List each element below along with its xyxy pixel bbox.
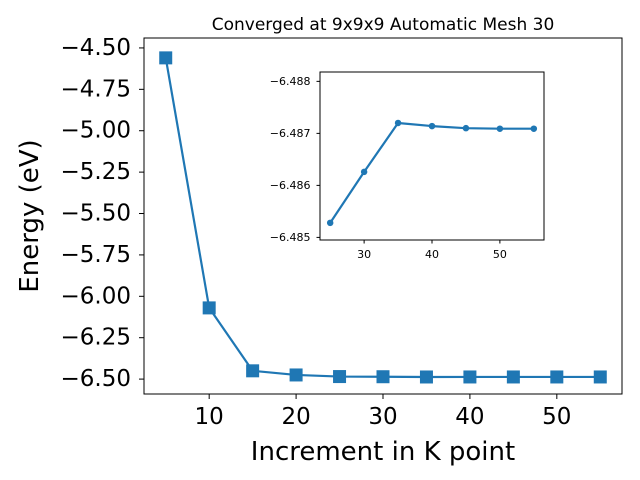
inset-x-tick-label: 40 <box>425 248 439 261</box>
main-y-tick-label: −4.50 <box>61 35 131 61</box>
inset-data-point <box>394 119 402 127</box>
main-data-point <box>550 370 564 384</box>
main-y-tick-label: −6.00 <box>61 283 131 309</box>
inset-data-point <box>326 219 334 227</box>
main-data-point <box>463 370 477 384</box>
inset-y-tick-label: −6.488 <box>270 75 311 88</box>
inset-data-point <box>496 125 504 132</box>
inset-x-tick-label: 30 <box>357 248 371 261</box>
inset-series <box>326 119 538 227</box>
main-y-tick-label: −6.25 <box>61 325 131 351</box>
x-axis-label: Increment in K point <box>251 437 515 467</box>
main-data-point <box>419 370 433 384</box>
main-data-point <box>593 370 607 384</box>
main-data-point <box>202 301 216 315</box>
inset-axes: 30 40 50 −6.485 −6.486 −6.487 −6.488 <box>270 71 545 261</box>
inset-x-ticks: 30 40 50 <box>357 240 507 261</box>
main-x-tick-label: 50 <box>542 404 571 430</box>
inset-y-ticks: −6.485 −6.486 −6.487 −6.488 <box>270 75 320 244</box>
main-data-point <box>333 370 347 384</box>
main-x-tick-label: 20 <box>281 404 310 430</box>
main-x-tick-label: 40 <box>455 404 484 430</box>
main-series <box>159 51 607 384</box>
inset-data-point <box>428 122 436 130</box>
main-data-point <box>159 51 173 65</box>
main-data-point <box>289 368 303 382</box>
main-y-tick-label: −5.50 <box>61 201 131 227</box>
main-data-point <box>506 370 520 384</box>
main-x-ticks: 10 20 30 40 50 <box>195 394 571 430</box>
inset-x-tick-label: 50 <box>493 248 507 261</box>
inset-data-point <box>462 124 470 132</box>
main-x-tick-label: 30 <box>368 404 397 430</box>
main-x-tick-label: 10 <box>195 404 224 430</box>
chart-title: Converged at 9x9x9 Automatic Mesh 30 <box>212 15 555 35</box>
main-y-tick-label: −6.50 <box>61 366 131 392</box>
main-y-tick-label: −5.25 <box>61 159 131 185</box>
y-axis-label: Energy (eV) <box>15 139 45 292</box>
inset-y-tick-label: −6.486 <box>270 179 311 192</box>
main-data-point <box>376 370 390 384</box>
main-axes: Converged at 9x9x9 Automatic Mesh 30 Inc… <box>15 15 623 467</box>
inset-data-point <box>360 168 368 176</box>
main-y-ticks: −4.50 −4.75 −5.00 −5.25 −5.50 −5.75 −6.00 −6.25… <box>61 35 144 392</box>
inset-data-point <box>530 125 538 132</box>
main-y-tick-label: −5.00 <box>61 118 131 144</box>
inset-y-tick-label: −6.485 <box>270 231 311 244</box>
main-data-point <box>246 364 260 378</box>
main-y-tick-label: −4.75 <box>61 76 131 102</box>
inset-background <box>320 72 544 240</box>
inset-y-tick-label: −6.487 <box>270 127 311 140</box>
main-y-tick-label: −5.75 <box>61 242 131 268</box>
